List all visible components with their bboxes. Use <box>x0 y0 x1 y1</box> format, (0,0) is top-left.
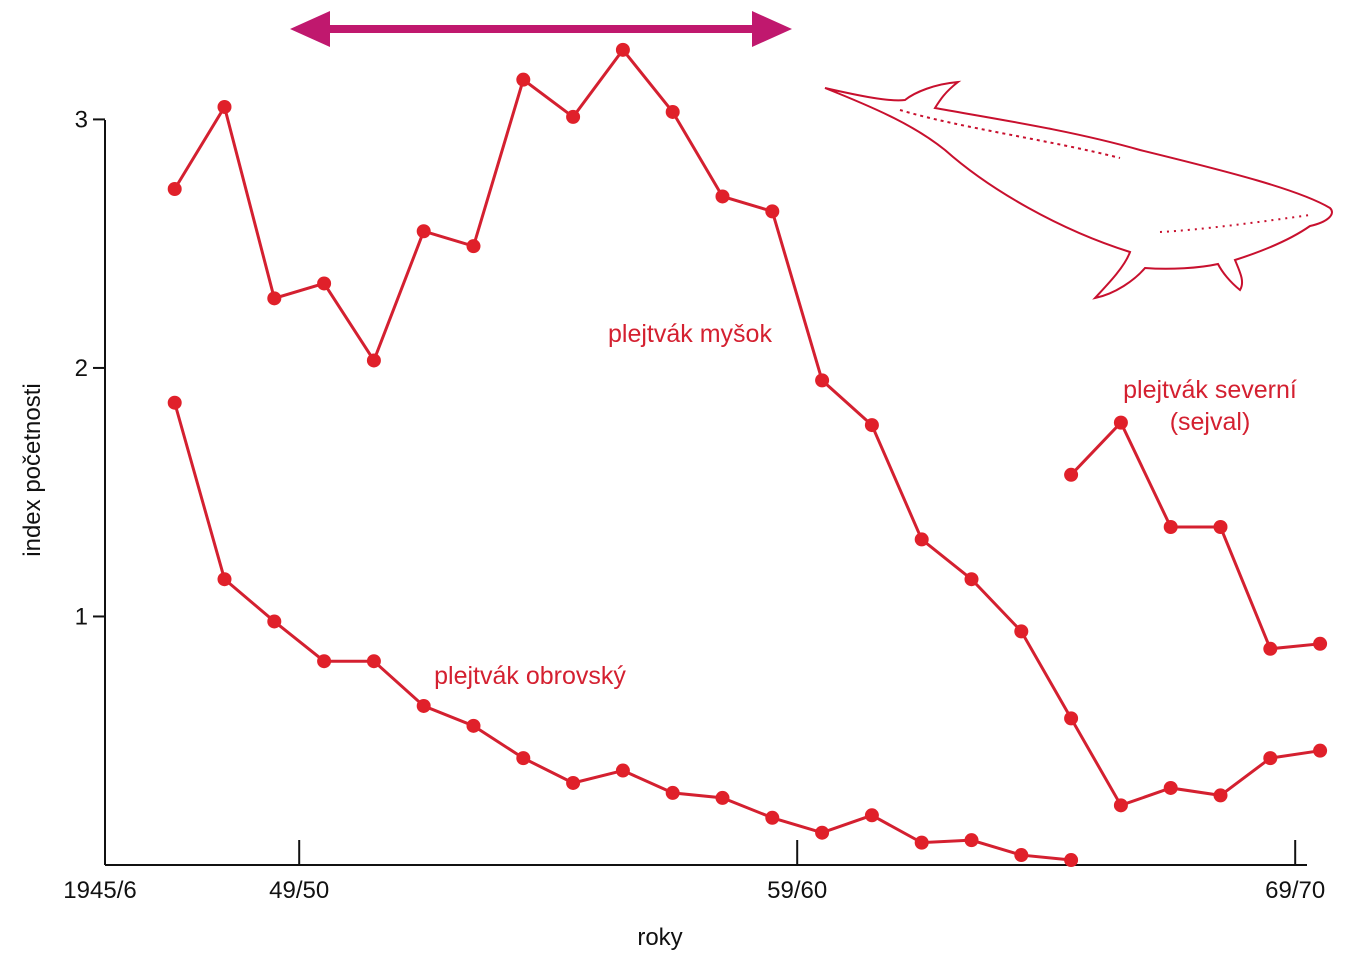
data-point <box>615 763 630 778</box>
x-tick-label: 1945/6 <box>63 877 136 904</box>
data-point <box>516 72 531 87</box>
data-point <box>167 182 182 196</box>
data-point <box>1263 641 1278 656</box>
data-point <box>765 204 780 219</box>
x-tick-label: 69/70 <box>1265 877 1325 904</box>
series-line <box>173 47 1321 808</box>
data-point <box>1313 743 1328 758</box>
data-point <box>1014 848 1029 863</box>
data-point <box>1113 798 1128 813</box>
y-tick-label: 2 <box>75 355 88 382</box>
data-point <box>1313 636 1328 651</box>
data-point <box>466 239 481 254</box>
data-point <box>765 810 780 825</box>
data-point <box>615 42 630 57</box>
data-point <box>665 785 680 800</box>
data-point <box>715 189 730 204</box>
series-label: plejtvák severní (sejval) <box>1123 376 1297 436</box>
x-axis-title: roky <box>637 924 682 951</box>
data-point <box>964 833 979 848</box>
data-point <box>1113 415 1128 430</box>
data-point <box>366 654 381 669</box>
data-point <box>715 790 730 805</box>
series-label: plejtvák myšok <box>608 320 772 348</box>
data-point <box>1213 520 1228 534</box>
whale-illustration <box>824 80 1333 300</box>
data-point <box>366 353 381 368</box>
y-tick-label: 3 <box>75 106 88 133</box>
data-point <box>914 835 929 850</box>
data-point <box>566 775 581 790</box>
data-point <box>566 109 581 124</box>
data-point <box>815 825 830 840</box>
data-point <box>1163 780 1178 795</box>
series-line <box>173 402 1072 862</box>
data-point <box>1213 788 1228 803</box>
x-tick-label: 59/60 <box>767 877 827 904</box>
data-point <box>416 224 431 239</box>
data-point <box>267 291 282 306</box>
data-point <box>516 751 531 766</box>
data-point <box>317 654 332 669</box>
data-point <box>815 373 830 388</box>
y-axis-title: index početnosti <box>19 383 46 556</box>
data-point <box>1064 711 1079 726</box>
data-point <box>1014 624 1029 639</box>
data-point <box>217 572 232 587</box>
data-point <box>217 99 232 114</box>
data-point <box>665 104 680 119</box>
data-point <box>317 276 332 291</box>
data-point <box>416 698 431 713</box>
data-point <box>1064 853 1079 868</box>
data-point <box>1064 467 1079 482</box>
data-point <box>864 808 879 823</box>
y-tick-label: 1 <box>75 603 88 630</box>
period-arrow <box>290 11 792 47</box>
data-point <box>466 718 481 733</box>
series-line <box>1070 420 1321 651</box>
data-point <box>167 395 182 410</box>
data-point <box>1163 520 1178 534</box>
data-point <box>914 532 929 547</box>
series-label: plejtvák obrovský <box>434 662 626 690</box>
data-point <box>1263 751 1278 766</box>
data-point <box>267 614 282 629</box>
data-point <box>964 572 979 587</box>
x-tick-label: 49/50 <box>269 877 329 904</box>
data-point <box>864 418 879 433</box>
